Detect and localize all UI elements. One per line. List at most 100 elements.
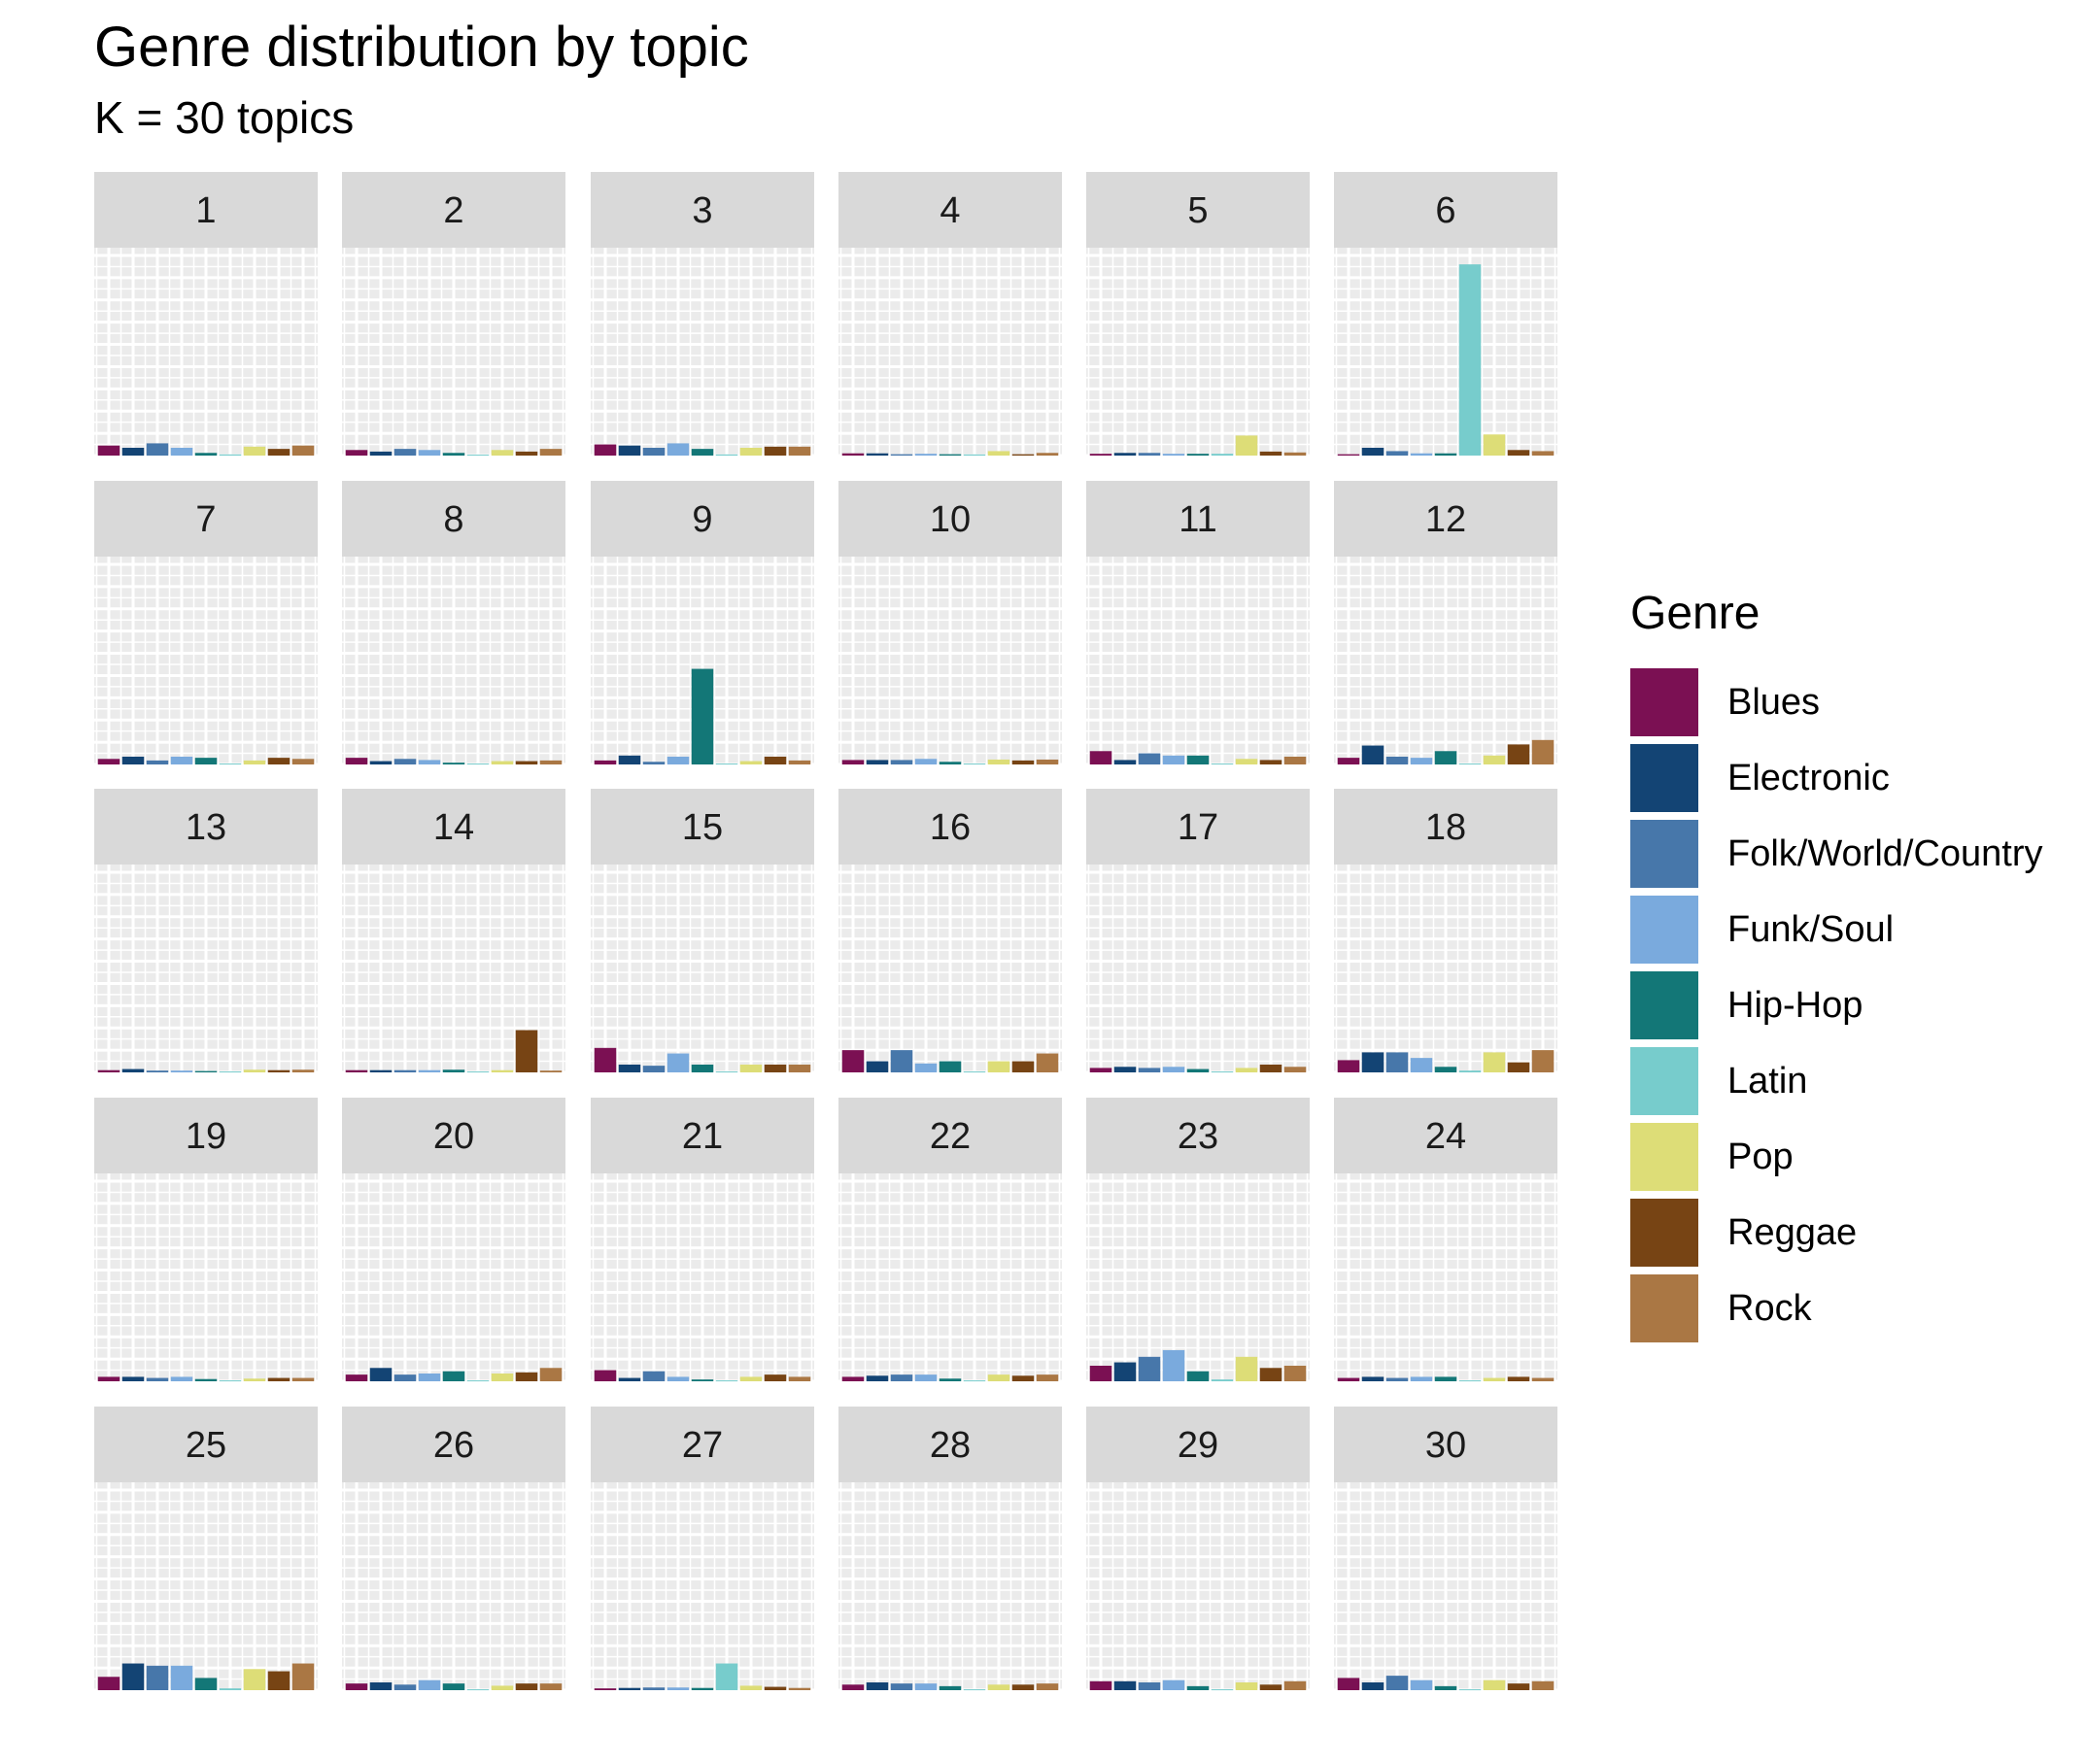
- bar: [97, 445, 120, 456]
- bar: [170, 1376, 193, 1381]
- facet-strip-label: 21: [682, 1116, 723, 1157]
- bar: [1211, 1689, 1234, 1691]
- legend-swatch: [1630, 820, 1698, 888]
- facet-panel: 8: [342, 481, 565, 766]
- bar: [1036, 453, 1059, 456]
- facet-strip-label: 2: [443, 190, 463, 231]
- bar: [539, 1368, 563, 1381]
- bar: [1385, 1052, 1409, 1072]
- bar: [1211, 454, 1234, 456]
- bar: [841, 453, 865, 456]
- bar: [1089, 1365, 1112, 1381]
- bar: [764, 1374, 787, 1381]
- bar: [345, 450, 368, 456]
- facet-strip-label: 26: [433, 1425, 474, 1466]
- legend-swatch: [1630, 1047, 1698, 1115]
- bar: [715, 454, 738, 456]
- bar: [369, 761, 393, 764]
- facet-strip: [591, 1407, 814, 1482]
- bar: [466, 1380, 490, 1382]
- bar: [1259, 451, 1282, 456]
- bar: [667, 756, 690, 764]
- bar: [788, 1064, 811, 1072]
- facet-strip-label: 20: [433, 1116, 474, 1157]
- bar: [739, 1064, 763, 1072]
- bar: [890, 760, 913, 764]
- legend-title: Genre: [1630, 588, 1760, 639]
- bar: [1113, 1680, 1137, 1690]
- bar: [739, 1685, 763, 1690]
- bar: [491, 1373, 514, 1381]
- bar: [418, 760, 441, 764]
- legend-label: Rock: [1727, 1287, 1812, 1329]
- bar: [1483, 1052, 1506, 1072]
- bar: [1361, 745, 1384, 764]
- bar: [890, 1050, 913, 1072]
- bar: [939, 1685, 962, 1690]
- bar: [841, 760, 865, 764]
- bar: [1385, 756, 1409, 764]
- facet-panel: 29: [1086, 1407, 1310, 1692]
- bar: [267, 449, 291, 456]
- bar: [715, 763, 738, 765]
- bar: [243, 1378, 266, 1381]
- bar: [1089, 454, 1112, 456]
- bar: [1507, 744, 1530, 764]
- facet-strip-label: 14: [433, 807, 474, 848]
- facet-panel: 4: [838, 172, 1062, 458]
- legend-item: Hip-Hop: [1630, 967, 2043, 1043]
- bar: [642, 762, 666, 764]
- bar: [1337, 1060, 1360, 1072]
- bar: [841, 1684, 865, 1690]
- bar: [715, 1663, 738, 1690]
- bar: [1483, 434, 1506, 456]
- bar: [146, 1377, 169, 1381]
- facet-strip-label: 7: [195, 499, 216, 540]
- facet-panel: 13: [94, 789, 318, 1074]
- bar: [914, 1063, 938, 1072]
- bar: [1337, 454, 1360, 456]
- bar: [291, 445, 315, 456]
- bar: [914, 1683, 938, 1690]
- facet-strip-label: 1: [195, 190, 216, 231]
- bar: [667, 1053, 690, 1072]
- bar: [1507, 1376, 1530, 1381]
- bar: [170, 447, 193, 456]
- bar: [642, 1687, 666, 1690]
- bar: [1113, 1362, 1137, 1381]
- bar: [121, 756, 145, 764]
- bar: [1531, 451, 1555, 456]
- bar: [1458, 1380, 1482, 1382]
- bar: [841, 1050, 865, 1072]
- facet-strip-label: 22: [930, 1116, 971, 1157]
- bar: [491, 450, 514, 456]
- facet-strip: [1334, 481, 1557, 557]
- bar: [715, 1071, 738, 1073]
- bar: [594, 1370, 617, 1381]
- bar: [667, 1376, 690, 1381]
- bar: [466, 763, 490, 765]
- bar: [121, 447, 145, 456]
- bar: [146, 443, 169, 456]
- facet-strip: [1086, 1098, 1310, 1173]
- bar: [739, 447, 763, 456]
- facet-strip-label: 16: [930, 807, 971, 848]
- bar: [418, 1069, 441, 1072]
- bar: [890, 454, 913, 456]
- bar: [914, 759, 938, 764]
- bar: [146, 760, 169, 764]
- facet-strip: [838, 1098, 1062, 1173]
- bar: [1283, 1680, 1307, 1690]
- facet-panel: 24: [1334, 1098, 1557, 1383]
- bar: [442, 1683, 465, 1690]
- bar: [491, 1685, 514, 1690]
- bar: [1483, 1377, 1506, 1381]
- bar: [418, 450, 441, 456]
- bar: [1483, 755, 1506, 764]
- facet-strip-label: 9: [692, 499, 712, 540]
- bar: [1138, 1068, 1161, 1072]
- facet-strip-label: 12: [1425, 499, 1466, 540]
- legend-swatch: [1630, 744, 1698, 812]
- facet-panel: 18: [1334, 789, 1557, 1074]
- facet-strip: [94, 789, 318, 865]
